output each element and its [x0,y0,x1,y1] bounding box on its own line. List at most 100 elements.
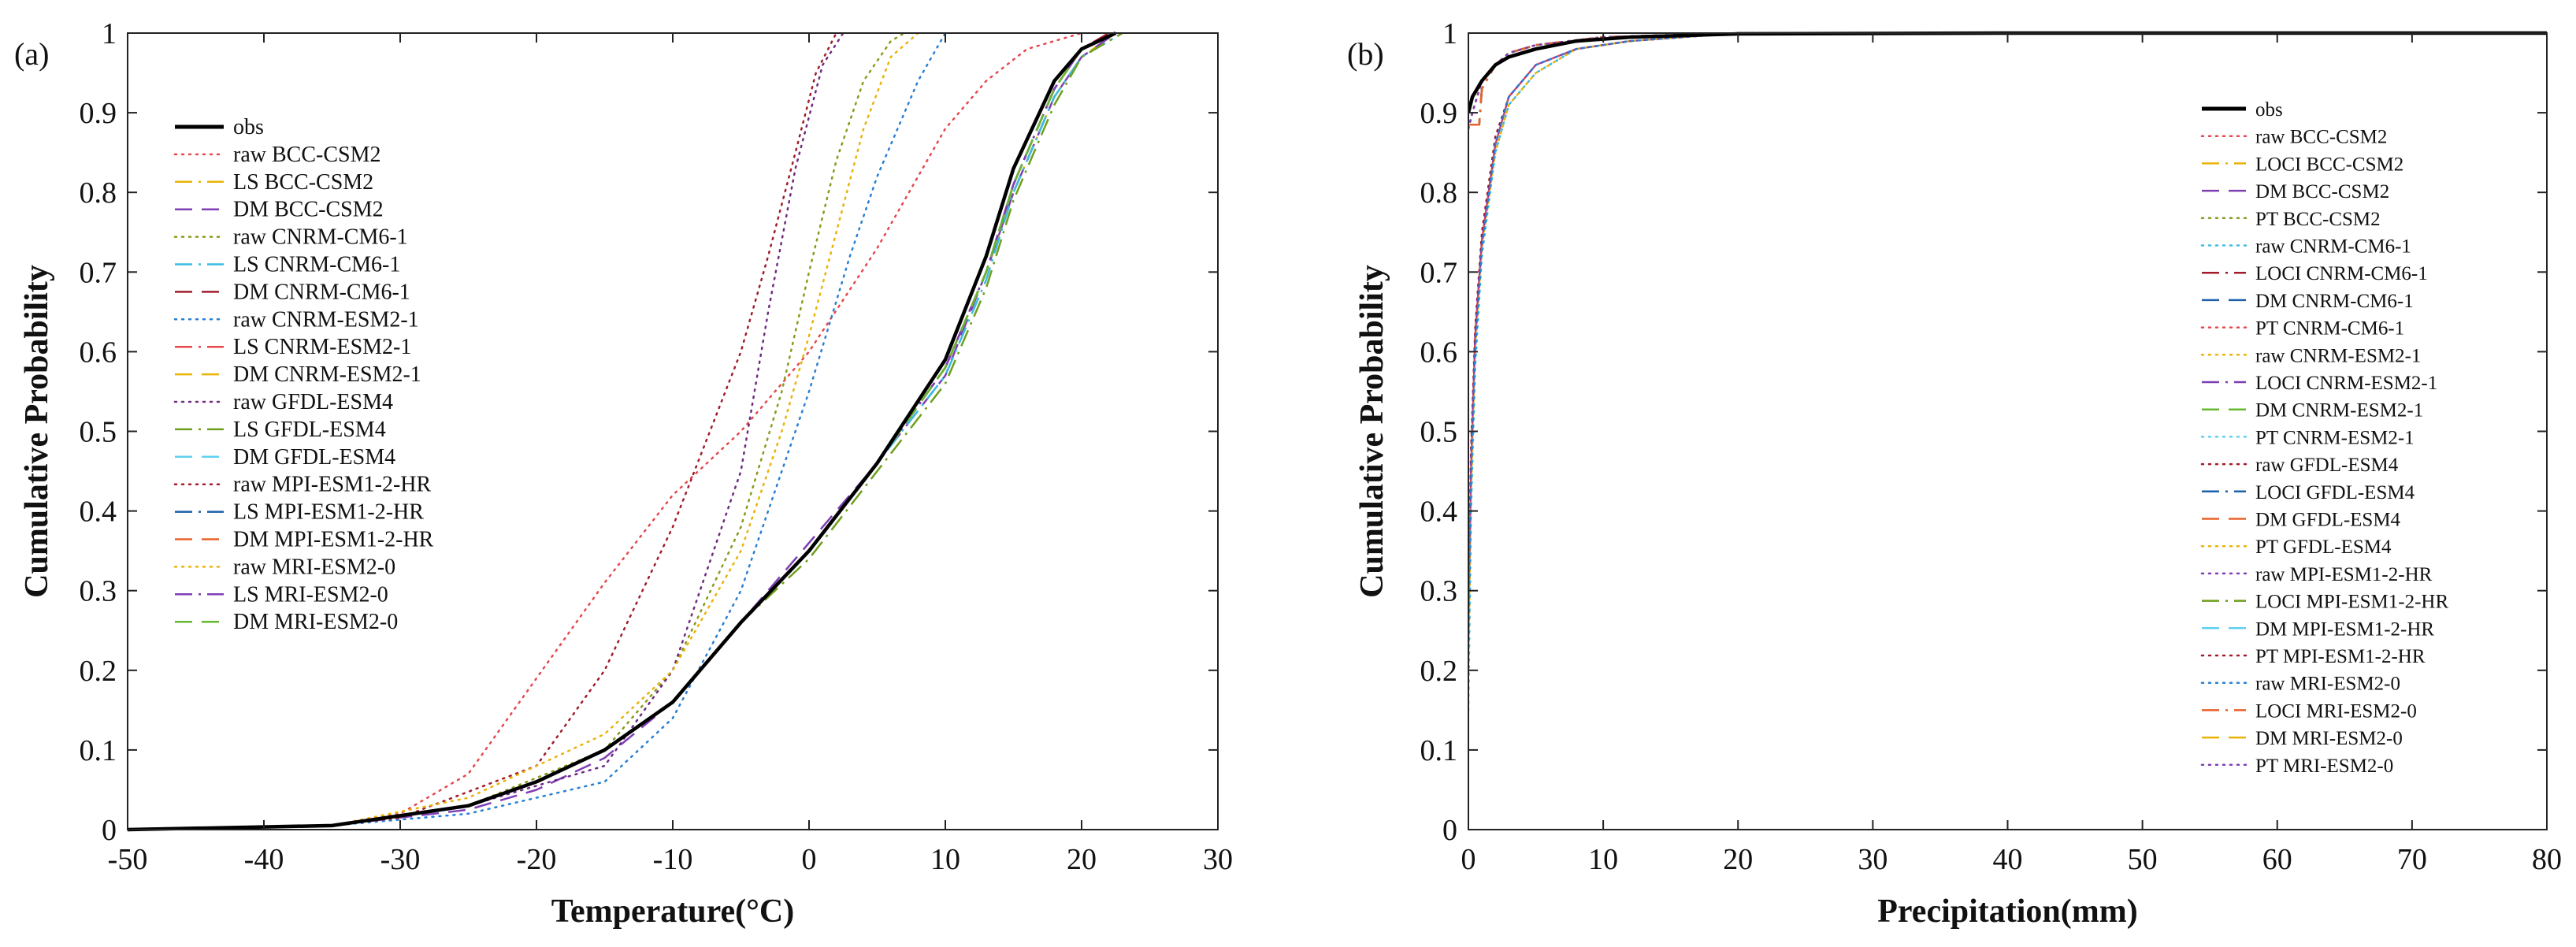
panel-a-legend: obs raw BCC-CSM2 LS BCC-CSM2 DM BCC-CSM2 raw… [173,115,434,634]
panel-a-legend-label-ls-gfdl-esm4: LS GFDL-ESM4 [233,418,386,442]
panel-b-ytick-label: 0.2 [1420,655,1458,688]
panel-b-series-dm-cnrm-cm6-1 [1468,32,2547,113]
panel-b-series-raw-bcc-csm2 [1468,32,2547,632]
panel-a-xtick-label: 10 [930,843,960,876]
panel-b-y-axis-title: Cumulative Probability [1354,265,1390,598]
panel-a-series-dm-mri-esm2-0 [128,32,1116,831]
panel-b-series-loci-gfdl-esm4 [1468,32,2547,126]
panel-a-legend-label-raw-cnrm-cm6-1: raw CNRM-CM6-1 [233,225,408,250]
panel-b-xtick-label: 30 [1858,843,1887,876]
panel-b-series-pt-mpi-esm1-2-hr [1468,32,2547,130]
panel-b-ytick-label: 0.5 [1420,416,1458,449]
panel-a-legend-label-raw-gfdl-esm4: raw GFDL-ESM4 [233,390,393,414]
panel-a-series-obs [128,31,1117,832]
panel-b-xtick-label: 50 [2128,843,2158,876]
panel-b-legend-label-pt-mri-esm2-0: PT MRI-ESM2-0 [2255,756,2393,777]
panel-a-legend-label-dm-bcc-csm2: DM BCC-CSM2 [233,198,384,222]
panel-b-legend-label-raw-gfdl-esm4: raw GFDL-ESM4 [2255,455,2399,476]
panel-b-series-dm-cnrm-esm2-1 [1468,32,2547,113]
panel-a-legend-label-ls-mri-esm2-0: LS MRI-ESM2-0 [233,582,388,607]
panel-a-ytick-label: 0.9 [80,97,117,130]
panel-b-legend-label-raw-mpi-esm1-2-hr: raw MPI-ESM1-2-HR [2255,564,2433,585]
panel-a-legend-label-ls-bcc-csm2: LS BCC-CSM2 [233,170,373,195]
panel-b-legend-label-pt-bcc-csm2: PT BCC-CSM2 [2255,209,2381,230]
panel-b-xtick-label: 20 [1723,843,1753,876]
panel-a-legend-label-dm-cnrm-cm6-1: DM CNRM-CM6-1 [233,280,410,304]
panel-b-ytick-label: 0 [1442,814,1457,847]
panel-b-legend-label-pt-mpi-esm1-2-hr: PT MPI-ESM1-2-HR [2255,646,2426,667]
panel-b-series-pt-cnrm-esm2-1 [1468,32,2547,130]
panel-b-legend-label-loci-gfdl-esm4: LOCI GFDL-ESM4 [2255,482,2415,503]
panel-b-series-pt-bcc-csm2 [1468,32,2547,130]
panel-b-legend-label-loci-mri-esm2-0: LOCI MRI-ESM2-0 [2255,700,2417,722]
panel-b-xtick-label: 40 [1993,843,2023,876]
panel-a-legend-label-ls-cnrm-cm6-1: LS CNRM-CM6-1 [233,253,400,277]
panel-b-legend-label-dm-gfdl-esm4: DM GFDL-ESM4 [2255,510,2401,531]
panel-b-legend-label-dm-cnrm-esm2-1: DM CNRM-ESM2-1 [2255,400,2423,422]
panel-b-series-pt-cnrm-cm6-1 [1468,32,2547,130]
panel-b-legend-label-loci-mpi-esm1-2-hr: LOCI MPI-ESM1-2-HR [2255,592,2448,613]
panel-a-legend-label-dm-mpi-esm1-2-hr: DM MPI-ESM1-2-HR [233,528,434,552]
panel-b-series-dm-bcc-csm2 [1468,32,2547,113]
panel-b-legend-label-dm-mpi-esm1-2-hr: DM MPI-ESM1-2-HR [2255,618,2434,640]
panel-a-y-axis-title: Cumulative Probability [19,265,55,598]
panel-b-label: (b) [1347,36,1384,72]
panel-a-xtick-label: -10 [653,843,693,876]
panel-a-ytick-label: 0.8 [80,176,117,210]
panel-a-ytick-label: 1 [102,17,117,50]
panel-b-series-dm-gfdl-esm4 [1468,32,2547,113]
panel-a-ytick-label: 0.1 [80,734,117,767]
panel-a-legend-label-raw-bcc-csm2: raw BCC-CSM2 [233,143,380,167]
panel-b-chart: (b) 0 10 20 30 40 50 60 70 80 0 0.1 0.2 0.3 0.4 0.5 0.6 0… [1347,17,2562,930]
panel-a-chart: (a) -50 -40 -30 -20 -10 0 10 20 30 0 0.1 0.2 0.3 0.4 0.… [14,17,1233,930]
panel-a-legend-label-ls-mpi-esm1-2-hr: LS MPI-ESM1-2-HR [233,500,424,525]
panel-b-xtick-label: 80 [2532,843,2562,876]
panel-b-legend-label-dm-bcc-csm2: DM BCC-CSM2 [2255,181,2389,202]
panel-b-series-pt-gfdl-esm4 [1468,32,2547,130]
panel-b-legend-label-pt-cnrm-cm6-1: PT CNRM-CM6-1 [2255,318,2404,340]
panel-b-legend-label-raw-mri-esm2-0: raw MRI-ESM2-0 [2255,674,2400,695]
panel-a-ytick-label: 0.5 [80,416,117,449]
panel-b-legend-label-raw-cnrm-esm2-1: raw CNRM-ESM2-1 [2255,345,2421,366]
panel-b-ytick-label: 1 [1442,17,1457,50]
panel-a-legend-label-obs: obs [233,115,264,139]
panel-b-ytick-label: 0.4 [1420,496,1458,529]
panel-a-xtick-label: 20 [1067,843,1097,876]
panel-a-legend-label-raw-mpi-esm1-2-hr: raw MPI-ESM1-2-HR [233,473,432,497]
panel-b-xtick-label: 0 [1461,843,1476,876]
panel-a-label: (a) [14,36,49,72]
panel-a-legend-label-raw-mri-esm2-0: raw MRI-ESM2-0 [233,555,395,579]
panel-b-legend-label-dm-cnrm-cm6-1: DM CNRM-CM6-1 [2255,291,2414,312]
panel-a-legend-label-dm-gfdl-esm4: DM GFDL-ESM4 [233,445,395,470]
panel-b-series-obs [1468,31,2547,113]
panel-a-ytick-label: 0.7 [80,256,117,289]
panel-a-xtick-label: 0 [802,843,817,876]
panel-b-series-dm-mpi-esm1-2-hr [1468,32,2547,113]
panel-b-legend: obs raw BCC-CSM2 LOCI BCC-CSM2 DM BCC-CSM2 P… [2200,99,2448,777]
panel-b-legend-label-loci-bcc-csm2: LOCI BCC-CSM2 [2255,154,2403,175]
panel-b-legend-label-pt-gfdl-esm4: PT GFDL-ESM4 [2255,537,2392,558]
panel-b-ytick-label: 0.9 [1420,97,1458,130]
panel-a-xtick-label: 30 [1203,843,1233,876]
panel-a-xtick-label: -30 [380,843,421,876]
panel-b-series-loci-mpi-esm1-2-hr [1468,32,2547,126]
panel-b-series-loci-mri-esm2-0 [1468,32,2547,126]
panel-a-xtick-label: -40 [244,843,284,876]
panel-b-ytick-label: 0.1 [1420,734,1458,767]
panel-b-legend-label-loci-cnrm-cm6-1: LOCI CNRM-CM6-1 [2255,263,2428,284]
panel-b-legend-label-raw-bcc-csm2: raw BCC-CSM2 [2255,127,2387,148]
panel-a-ytick-label: 0.6 [80,336,117,369]
panel-a-xtick-label: -20 [517,843,557,876]
panel-b-ytick-label: 0.3 [1420,575,1458,608]
panel-a-series-raw-bcc-csm2 [128,32,1083,831]
panel-b-series-loci-cnrm-cm6-1 [1468,32,2547,126]
panel-b-xtick-label: 70 [2397,843,2427,876]
panel-b-legend-label-pt-cnrm-esm2-1: PT CNRM-ESM2-1 [2255,427,2415,448]
panel-a-series-group [128,31,1123,832]
panel-b-legend-label-raw-cnrm-cm6-1: raw CNRM-CM6-1 [2255,236,2411,258]
panel-b-ytick-label: 0.7 [1420,256,1458,289]
panel-a-legend-label-ls-cnrm-esm2-1: LS CNRM-ESM2-1 [233,335,411,359]
panel-a-ytick-label: 0.4 [80,496,117,529]
panel-b-series-pt-mri-esm2-0 [1468,32,2547,130]
